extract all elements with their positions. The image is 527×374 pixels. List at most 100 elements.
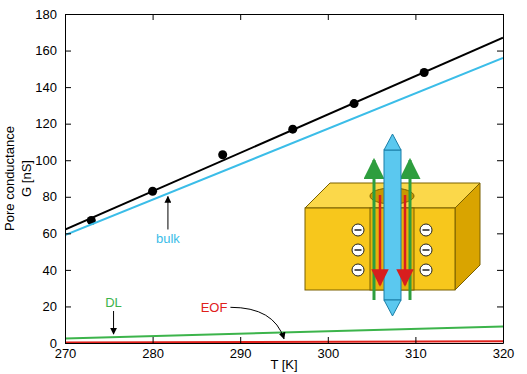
molecule-tip [384, 300, 401, 316]
surface-charge [420, 244, 432, 256]
annotation-arrow [230, 307, 284, 339]
annotation-arrow [113, 311, 114, 334]
tick-label: 60 [43, 226, 57, 241]
charge-minus [355, 229, 362, 231]
y-axis-title: Pore conductance [2, 126, 17, 231]
series-line [65, 38, 503, 230]
charge-circle [352, 244, 364, 256]
tick-mark [497, 87, 503, 88]
series-annotation: EOF [201, 300, 228, 315]
eof-flow-arrow [404, 195, 407, 285]
tick [415, 14, 416, 20]
tick-mark [328, 337, 329, 343]
tick-label: 40 [43, 263, 57, 278]
tick [497, 270, 503, 271]
surface-charge [420, 264, 432, 276]
tick-label: 270 [55, 346, 77, 361]
tick: 160 [35, 43, 71, 58]
charge-circle [420, 244, 432, 256]
tick-mark [153, 14, 154, 20]
series-annotation: DL [105, 295, 122, 310]
tick-mark [497, 233, 503, 234]
tick-mark [65, 87, 71, 88]
dl-flow-arrow [409, 160, 412, 300]
tick: 140 [35, 80, 71, 95]
tick-label: 300 [317, 346, 339, 361]
tick-label: 20 [43, 299, 57, 314]
tick-mark [153, 337, 154, 343]
tick: 120 [35, 116, 71, 131]
surface-charge [352, 224, 364, 236]
tick-label: 320 [493, 346, 515, 361]
tick [497, 51, 503, 52]
tick: 80 [43, 189, 71, 204]
series-annotation: bulk [156, 231, 180, 246]
tick: 60 [43, 226, 71, 241]
charge-minus [423, 229, 430, 231]
plot-area [65, 38, 503, 343]
charge-minus [423, 269, 430, 271]
tick-mark [497, 14, 503, 15]
tick-mark [497, 270, 503, 271]
slab-side [455, 183, 480, 290]
series-line [65, 341, 503, 342]
tick-mark [415, 337, 416, 343]
tick: 300 [317, 337, 339, 361]
surface-charge [420, 224, 432, 236]
y-axis-title: G [nS] [19, 160, 34, 197]
tick-mark [328, 14, 329, 20]
tick: 20 [43, 299, 71, 314]
tick-label: 310 [405, 346, 427, 361]
tick: 290 [230, 337, 252, 361]
tick-mark [65, 160, 71, 161]
tick: 100 [35, 153, 71, 168]
annotation-arrow [167, 196, 168, 229]
tick [153, 14, 154, 20]
charge-circle [352, 264, 364, 276]
series-line [65, 58, 503, 235]
tick-mark [65, 343, 71, 344]
eof-flow-arrow [379, 195, 382, 285]
tick: 310 [405, 337, 427, 361]
chart: 270 280 290 300 310 320 0 20 40 60 80 100 120 140 160 1… [0, 0, 527, 374]
tick-mark [415, 14, 416, 20]
tick-mark [240, 14, 241, 20]
x-axis-title: T [K] [270, 357, 297, 372]
tick-mark [497, 160, 503, 161]
axis-line [503, 15, 504, 344]
tick: 0 [50, 336, 71, 351]
tick-mark [65, 270, 71, 271]
tick-mark [65, 14, 71, 15]
data-point [218, 150, 227, 159]
tick: 40 [43, 263, 71, 278]
tick-label: 140 [35, 80, 57, 95]
axis-line [66, 343, 504, 344]
dl-flow-arrow [373, 160, 376, 300]
tick-label: 180 [35, 7, 57, 22]
tick-label: 290 [230, 346, 252, 361]
charge-circle [420, 224, 432, 236]
tick [497, 233, 503, 234]
x-axis-top [66, 14, 504, 20]
molecule-body [384, 150, 401, 300]
tick-label: 120 [35, 116, 57, 131]
tick-label: 280 [142, 346, 164, 361]
tick [497, 160, 503, 161]
tick-mark [240, 337, 241, 343]
series-line [65, 327, 503, 339]
molecule-tip [384, 134, 401, 150]
charge-minus [355, 269, 362, 271]
tick-mark [497, 306, 503, 307]
tick [240, 14, 241, 20]
y-axis-right [497, 15, 504, 344]
tick: 280 [142, 337, 164, 361]
tick-mark [497, 124, 503, 125]
tick-mark [497, 51, 503, 52]
tick [497, 306, 503, 307]
surface-charge [352, 264, 364, 276]
inset-illustration [305, 134, 480, 316]
annotations: bulk DL EOF [105, 196, 284, 338]
y-axis: 0 20 40 60 80 100 120 140 160 180 [35, 7, 71, 351]
tick [497, 343, 503, 344]
tick-mark [65, 197, 71, 198]
